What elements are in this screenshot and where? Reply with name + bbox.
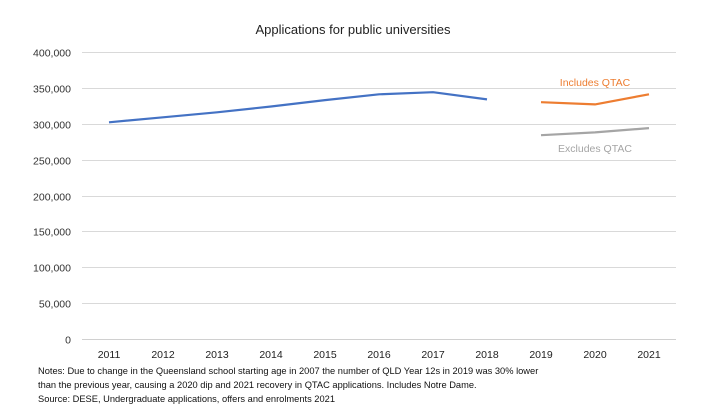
x-tick-label: 2015 bbox=[313, 349, 337, 361]
y-tick-label: 50,000 bbox=[39, 299, 71, 311]
y-tick-label: 400,000 bbox=[33, 48, 71, 60]
x-tick-label: 2011 bbox=[98, 349, 121, 361]
x-tick-label: 2018 bbox=[475, 349, 499, 361]
series-line-total bbox=[109, 92, 487, 122]
series-labels: Includes QTAC Excludes QTAC bbox=[558, 77, 632, 155]
x-tick-label: 2016 bbox=[367, 349, 391, 361]
y-tick-label: 350,000 bbox=[33, 84, 71, 96]
y-tick-label: 0 bbox=[65, 335, 71, 347]
y-tick-label: 250,000 bbox=[33, 156, 71, 168]
series-label-excludes-qtac: Excludes QTAC bbox=[558, 143, 632, 155]
x-tick-label: 2021 bbox=[637, 349, 661, 361]
y-tick-label: 300,000 bbox=[33, 120, 71, 132]
chart-title: Applications for public universities bbox=[255, 22, 451, 37]
x-tick-label: 2014 bbox=[259, 349, 283, 361]
notes-line-2: than the previous year, causing a 2020 d… bbox=[38, 378, 538, 392]
y-tick-label: 150,000 bbox=[33, 227, 71, 239]
x-tick-label: 2012 bbox=[151, 349, 175, 361]
series-label-includes-qtac: Includes QTAC bbox=[560, 77, 631, 89]
x-tick-label: 2020 bbox=[583, 349, 607, 361]
source-line: Source: DESE, Undergraduate applications… bbox=[38, 392, 538, 406]
gridlines bbox=[82, 53, 676, 340]
series-line-includes-qtac bbox=[541, 94, 649, 104]
y-tick-label: 200,000 bbox=[33, 192, 71, 204]
series-line-excludes-qtac bbox=[541, 128, 649, 135]
x-tick-label: 2017 bbox=[421, 349, 445, 361]
notes-line-1: Notes: Due to change in the Queensland s… bbox=[38, 364, 538, 378]
chart-notes: Notes: Due to change in the Queensland s… bbox=[38, 364, 538, 406]
y-tick-label: 100,000 bbox=[33, 263, 71, 275]
series-lines bbox=[109, 92, 649, 135]
x-tick-label: 2013 bbox=[205, 349, 229, 361]
x-axis-ticks: 2011 2012 2013 2014 2015 2016 2017 2018 2019 2020… bbox=[98, 349, 661, 361]
y-axis-ticks: 0 50,000 100,000 150,000 200,000 250,000 300,0… bbox=[33, 48, 71, 347]
x-tick-label: 2019 bbox=[529, 349, 553, 361]
